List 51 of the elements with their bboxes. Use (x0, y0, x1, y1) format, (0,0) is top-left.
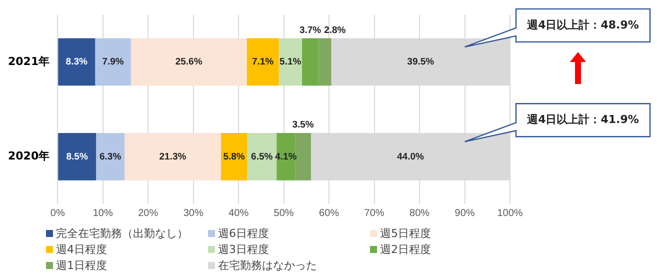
legend-label: 完全在宅勤務（出勤なし） (55, 226, 189, 241)
bar (247, 132, 277, 180)
data-label: 8.3% (66, 56, 88, 68)
legend-label: 週3日程度 (217, 242, 270, 257)
bar (246, 38, 279, 86)
y-tick-label: 2020年 (8, 150, 50, 163)
legend-label: 在宅勤務はなかった (217, 258, 318, 273)
data-label: 2.8% (324, 24, 346, 36)
data-label: 5.8% (223, 151, 246, 162)
legend-label: 週6日程度 (217, 226, 270, 241)
x-tick-label: 80% (410, 208, 430, 219)
data-label: 39.5% (407, 56, 435, 68)
data-label: 21.3% (159, 151, 187, 162)
x-tick-label: 40% (228, 208, 249, 219)
x-tick-label: 60% (319, 208, 340, 219)
y-tick-label: 2021年 (8, 54, 50, 68)
bar (96, 132, 125, 180)
data-label: 3.5% (292, 120, 314, 131)
bar (302, 38, 319, 86)
bar (124, 132, 221, 180)
data-label: 44.0% (397, 151, 424, 162)
legend-label: 週4日程度 (55, 242, 108, 257)
data-label: 3.7% (299, 24, 322, 36)
data-label: 6.5% (251, 151, 274, 162)
x-tick-label: 70% (364, 208, 384, 219)
x-tick-label: 10% (92, 208, 113, 219)
x-tick-label: 20% (138, 208, 158, 219)
data-label: 5.1% (280, 56, 302, 68)
data-label: 6.3% (99, 151, 122, 162)
text: 週4日以上計：48.9% (526, 18, 639, 32)
legend-label: 週2日程度 (379, 242, 432, 257)
text: 週4日以上計：41.9% (526, 113, 639, 126)
bar (58, 132, 96, 180)
data-label: 7.1% (252, 56, 274, 68)
legend-label: 週1日程度 (55, 258, 108, 273)
x-tick-label: 90% (454, 208, 475, 219)
bar (295, 132, 311, 180)
bar (95, 38, 131, 86)
legend-label: 週5日程度 (379, 226, 432, 241)
x-tick-label: 0% (50, 208, 65, 219)
x-tick-label: 100% (497, 208, 523, 219)
bar (220, 132, 248, 180)
bar (130, 38, 247, 86)
x-tick-label: 30% (183, 208, 204, 219)
bar (58, 38, 96, 86)
data-label: 25.6% (175, 56, 203, 68)
bar (318, 38, 332, 86)
data-label: 8.5% (66, 151, 88, 162)
x-tick-label: 50% (274, 208, 294, 219)
data-label: 7.9% (102, 56, 124, 68)
bar (278, 38, 302, 86)
